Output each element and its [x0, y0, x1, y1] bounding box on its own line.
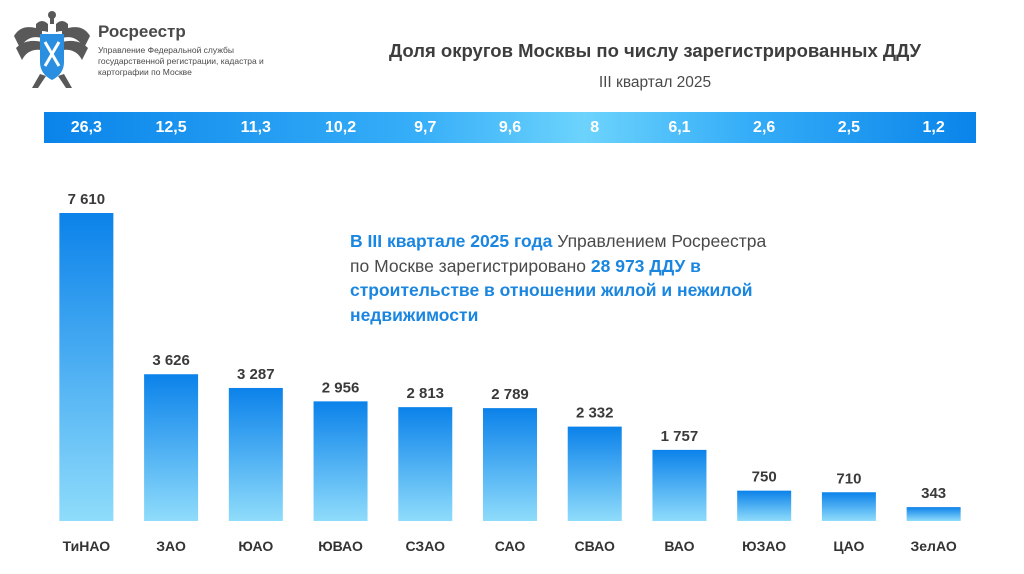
bar-ЗелАО [906, 507, 961, 521]
category-label-ЮЗАО: ЮЗАО [742, 538, 786, 554]
share-label-ЮАО: 11,3 [240, 119, 271, 136]
bar-СВАО [567, 426, 622, 521]
bar-СЗАО [398, 407, 453, 521]
share-label-ЗелАО: 1,2 [922, 119, 945, 136]
category-label-ЗелАО: ЗелАО [911, 538, 957, 554]
share-band: 26,3 12,5 11,3 10,2 9,7 9,6 8 6,1 2,6 2,5 1,2 [44, 112, 976, 143]
note-highlight-period: В III квартале 2025 года [350, 231, 553, 251]
bar-ЦАО [821, 492, 876, 521]
category-label-ЦАО: ЦАО [833, 538, 864, 554]
chart-subtitle: III квартал 2025 [598, 74, 712, 91]
category-label-СЗАО: СЗАО [406, 538, 446, 554]
share-label-ЦАО: 2,5 [837, 119, 861, 136]
category-label-САО: САО [495, 538, 526, 554]
value-label-ЮЗАО: 750 [752, 469, 777, 486]
value-label-ВАО: 1 757 [661, 428, 699, 445]
share-label-СЗАО: 9,7 [414, 119, 437, 136]
bar-ВАО [652, 449, 707, 521]
brand-subtitle: Управление Федеральной службы государств… [98, 45, 264, 77]
share-label-ЮЗАО: 2,6 [753, 119, 776, 136]
chart-title: Доля округов Москвы по числу зарегистрир… [388, 40, 921, 61]
value-label-СЗАО: 2 813 [406, 385, 444, 402]
bar-ЮЗАО [737, 490, 792, 521]
bar-САО [483, 408, 537, 521]
category-label-СВАО: СВАО [575, 538, 615, 554]
share-label-ТиНАО: 26,3 [70, 119, 102, 136]
bar-ЮАО [228, 387, 283, 521]
bar-ЮВАО [313, 401, 368, 521]
category-label-ВАО: ВАО [664, 538, 694, 554]
value-label-ЮАО: 3 287 [237, 366, 275, 383]
rosreestr-emblem-icon [14, 11, 90, 88]
brand-name: Росреестр [98, 22, 186, 41]
summary-note: В III квартале 2025 года Управлением Рос… [350, 229, 780, 327]
category-label-ЗАО: ЗАО [156, 538, 186, 554]
share-label-СВАО: 8 [590, 119, 600, 136]
bar-ЗАО [144, 374, 199, 521]
share-label-САО: 9,6 [498, 119, 522, 136]
share-label-ЗАО: 12,5 [155, 119, 187, 136]
value-label-ЗАО: 3 626 [152, 352, 190, 369]
share-label-ВАО: 6,1 [668, 119, 691, 136]
value-label-ТиНАО: 7 610 [68, 191, 106, 208]
note-text: Управлением Росреестра по Москве зарегис… [350, 231, 767, 276]
category-label-ЮАО: ЮАО [238, 538, 273, 554]
value-label-САО: 2 789 [491, 386, 529, 403]
bar-ТиНАО [59, 213, 114, 521]
category-label-ТиНАО: ТиНАО [63, 538, 111, 554]
value-label-СВАО: 2 332 [576, 405, 614, 422]
value-label-ЦАО: 710 [836, 470, 861, 487]
category-label-ЮВАО: ЮВАО [318, 538, 363, 554]
note-highlight-total: 28 973 ДДУ в строительстве в отношении ж… [350, 255, 753, 325]
share-label-ЮВАО: 10,2 [324, 119, 357, 136]
value-label-ЮВАО: 2 956 [322, 379, 360, 396]
value-label-ЗелАО: 343 [921, 485, 946, 502]
